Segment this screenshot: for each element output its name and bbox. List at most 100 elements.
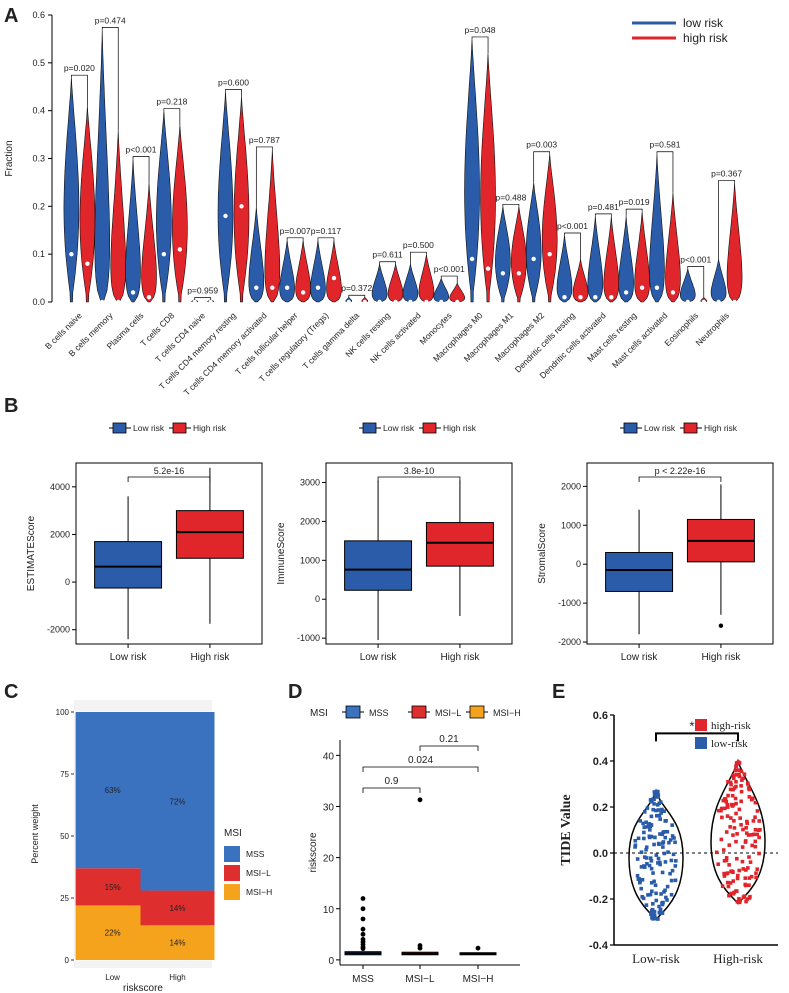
violin-high bbox=[665, 191, 681, 303]
data-point bbox=[656, 917, 660, 921]
data-point bbox=[651, 807, 655, 812]
median-dot bbox=[623, 290, 629, 295]
violin-high bbox=[541, 153, 558, 303]
data-point bbox=[739, 784, 743, 788]
data-point bbox=[740, 845, 745, 849]
data-point bbox=[641, 864, 646, 868]
p-bracket bbox=[132, 156, 150, 183]
data-point bbox=[720, 884, 725, 889]
data-point bbox=[669, 858, 674, 863]
x-tick-label: Low-risk bbox=[632, 951, 680, 966]
outlier-point bbox=[360, 896, 366, 901]
data-point bbox=[652, 842, 656, 847]
p-bracket bbox=[625, 208, 643, 216]
p-value-label: p=0.488 bbox=[495, 192, 526, 202]
median-dot bbox=[455, 299, 460, 305]
data-point bbox=[743, 882, 748, 887]
data-point bbox=[670, 834, 675, 838]
panel-label-a: A bbox=[4, 5, 18, 27]
y-tick-label: 0 bbox=[315, 594, 320, 604]
p-value-label: p=0.787 bbox=[249, 135, 280, 145]
legend-low-label: low risk bbox=[683, 16, 724, 30]
violin-low bbox=[525, 182, 542, 303]
data-point bbox=[756, 828, 761, 833]
data-point bbox=[732, 786, 737, 790]
data-point bbox=[753, 827, 758, 832]
p-bracket bbox=[502, 203, 520, 207]
data-point bbox=[673, 878, 678, 883]
p-value-label: p<0.001 bbox=[557, 221, 588, 231]
data-point bbox=[649, 799, 654, 804]
data-point bbox=[660, 870, 665, 875]
median-dot bbox=[701, 299, 706, 305]
data-point bbox=[747, 855, 751, 859]
data-point bbox=[731, 870, 735, 875]
data-point bbox=[739, 769, 744, 774]
p-bracket bbox=[348, 294, 366, 298]
data-point bbox=[724, 856, 729, 860]
legend-label: MSI−H bbox=[246, 887, 272, 897]
data-point bbox=[660, 901, 664, 905]
y-axis-title: Percent weight bbox=[30, 804, 40, 864]
data-point bbox=[654, 808, 658, 813]
data-point bbox=[725, 802, 730, 807]
data-point bbox=[724, 830, 729, 834]
data-point bbox=[648, 892, 653, 897]
data-point bbox=[753, 844, 758, 849]
legend-title: MSI bbox=[310, 708, 328, 719]
data-point bbox=[673, 864, 678, 868]
data-point bbox=[724, 871, 729, 876]
legend-high-label: High risk bbox=[443, 423, 477, 433]
legend-low-label: Low risk bbox=[133, 423, 165, 433]
data-point bbox=[728, 780, 733, 785]
data-point bbox=[734, 811, 738, 816]
legend-low-swatch bbox=[362, 422, 377, 434]
data-point bbox=[666, 850, 670, 854]
p-value-label: p < 2.22e-16 bbox=[655, 466, 706, 476]
data-point bbox=[724, 858, 729, 863]
data-point bbox=[644, 856, 649, 860]
median-dot bbox=[439, 299, 444, 305]
legend-swatch bbox=[224, 865, 240, 881]
data-point bbox=[654, 891, 658, 896]
median-dot bbox=[346, 299, 351, 305]
data-point bbox=[721, 848, 726, 852]
data-point bbox=[755, 867, 760, 872]
y-tick-label: 0.0 bbox=[593, 848, 608, 860]
data-point bbox=[743, 876, 748, 880]
median-dot bbox=[469, 256, 475, 262]
data-point bbox=[656, 808, 661, 812]
outlier-point bbox=[360, 916, 366, 922]
data-point bbox=[748, 860, 753, 864]
violin-low bbox=[63, 77, 80, 303]
data-point bbox=[741, 867, 746, 871]
data-point bbox=[729, 816, 733, 820]
median-dot bbox=[485, 266, 491, 271]
data-point bbox=[722, 871, 726, 876]
y-tick-label: -1000 bbox=[297, 633, 320, 643]
data-point bbox=[660, 911, 665, 915]
data-point bbox=[659, 892, 663, 896]
data-point bbox=[658, 862, 662, 867]
y-tick-label: 0 bbox=[576, 559, 581, 569]
violin-high bbox=[110, 129, 126, 303]
data-point bbox=[734, 773, 739, 777]
data-point bbox=[744, 826, 748, 830]
data-point bbox=[726, 793, 730, 798]
outlier-point bbox=[718, 623, 724, 628]
data-point bbox=[745, 819, 749, 824]
x-tick-label: High risk bbox=[190, 652, 230, 663]
data-point bbox=[654, 853, 659, 857]
legend-low-label: Low risk bbox=[383, 423, 415, 433]
data-point bbox=[735, 900, 740, 904]
data-point bbox=[649, 823, 653, 827]
data-point bbox=[654, 898, 659, 903]
p-bracket bbox=[194, 297, 212, 300]
violin-high bbox=[326, 239, 342, 303]
data-point bbox=[642, 855, 647, 859]
data-point bbox=[665, 898, 669, 902]
data-point bbox=[644, 820, 648, 825]
data-point bbox=[729, 782, 733, 787]
y-tick-label: 0.6 bbox=[32, 10, 45, 20]
p-bracket bbox=[377, 476, 461, 482]
